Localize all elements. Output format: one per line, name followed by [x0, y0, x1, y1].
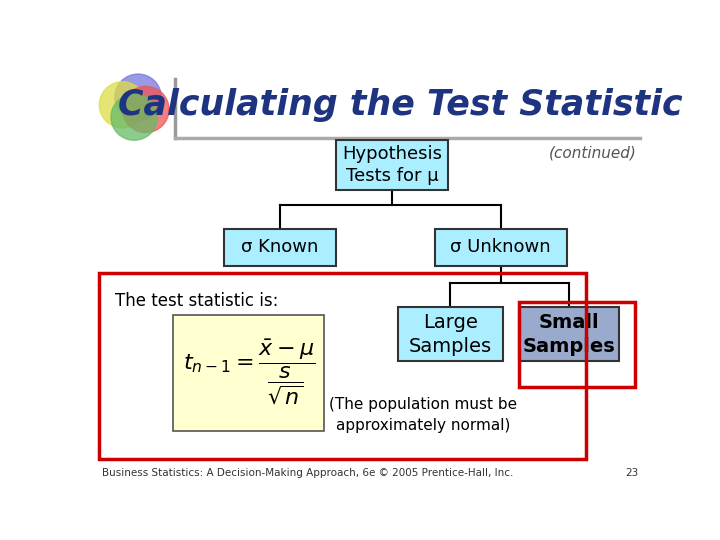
- Text: Hypothesis
Tests for μ: Hypothesis Tests for μ: [342, 145, 442, 185]
- Text: (continued): (continued): [549, 146, 636, 161]
- FancyBboxPatch shape: [224, 229, 336, 266]
- Circle shape: [114, 74, 161, 120]
- FancyBboxPatch shape: [336, 140, 449, 190]
- FancyBboxPatch shape: [398, 307, 503, 361]
- Text: Calculating the Test Statistic: Calculating the Test Statistic: [117, 88, 683, 122]
- FancyBboxPatch shape: [435, 229, 567, 266]
- Text: σ Unknown: σ Unknown: [451, 238, 551, 256]
- Text: Small
Samples: Small Samples: [523, 313, 616, 355]
- Text: 23: 23: [626, 468, 639, 478]
- Text: $t_{n-1} = \dfrac{\bar{x} - \mu}{\dfrac{s}{\sqrt{n}}}$: $t_{n-1} = \dfrac{\bar{x} - \mu}{\dfrac{…: [183, 338, 315, 407]
- FancyBboxPatch shape: [174, 315, 325, 430]
- Text: σ Known: σ Known: [241, 238, 318, 256]
- Text: The test statistic is:: The test statistic is:: [114, 292, 278, 310]
- Circle shape: [122, 86, 169, 132]
- Text: Large
Samples: Large Samples: [409, 313, 492, 355]
- Text: (The population must be
approximately normal): (The population must be approximately no…: [329, 397, 517, 433]
- Circle shape: [99, 82, 145, 128]
- FancyBboxPatch shape: [518, 307, 619, 361]
- Circle shape: [111, 94, 158, 140]
- Text: Business Statistics: A Decision-Making Approach, 6e © 2005 Prentice-Hall, Inc.: Business Statistics: A Decision-Making A…: [102, 468, 513, 478]
